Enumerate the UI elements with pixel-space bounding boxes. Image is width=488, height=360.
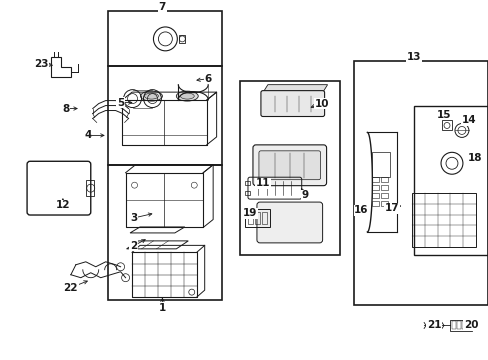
Bar bbox=[371, 177, 379, 182]
Text: 4: 4 bbox=[84, 130, 91, 140]
Text: 14: 14 bbox=[461, 116, 475, 126]
FancyBboxPatch shape bbox=[259, 151, 320, 180]
Text: 21: 21 bbox=[426, 320, 440, 330]
Text: 1: 1 bbox=[159, 302, 166, 312]
Bar bbox=[466, 321, 470, 329]
Bar bbox=[413, 105, 487, 255]
Bar bbox=[441, 121, 451, 130]
Bar bbox=[461, 321, 465, 329]
Bar bbox=[107, 165, 222, 300]
Bar bbox=[244, 191, 249, 195]
Text: 15: 15 bbox=[436, 109, 450, 120]
Bar bbox=[107, 11, 222, 66]
Ellipse shape bbox=[140, 91, 162, 101]
Polygon shape bbox=[126, 241, 188, 249]
Text: 22: 22 bbox=[63, 283, 78, 293]
Bar bbox=[381, 177, 387, 182]
Text: 23: 23 bbox=[34, 59, 48, 69]
Text: 18: 18 bbox=[467, 153, 481, 163]
Bar bbox=[107, 66, 222, 165]
Bar bbox=[411, 193, 475, 247]
Ellipse shape bbox=[144, 93, 158, 99]
Bar bbox=[371, 201, 379, 206]
Bar bbox=[179, 35, 185, 43]
Bar bbox=[427, 323, 435, 328]
Bar bbox=[381, 201, 387, 206]
Bar bbox=[85, 180, 94, 196]
Bar bbox=[240, 81, 339, 255]
Text: 20: 20 bbox=[463, 320, 477, 330]
Bar bbox=[456, 321, 460, 329]
Bar bbox=[354, 61, 487, 305]
Bar bbox=[248, 212, 253, 224]
FancyBboxPatch shape bbox=[256, 202, 322, 243]
Bar bbox=[245, 209, 270, 227]
Text: 10: 10 bbox=[314, 99, 328, 109]
Text: 11: 11 bbox=[255, 178, 269, 188]
FancyBboxPatch shape bbox=[261, 91, 324, 117]
Text: 3: 3 bbox=[130, 213, 137, 223]
Bar bbox=[262, 212, 267, 224]
Polygon shape bbox=[263, 85, 327, 93]
Bar bbox=[449, 320, 471, 332]
Text: 13: 13 bbox=[406, 52, 421, 62]
Text: 12: 12 bbox=[56, 200, 70, 210]
Text: 5: 5 bbox=[117, 98, 124, 108]
Ellipse shape bbox=[180, 93, 194, 99]
Text: 8: 8 bbox=[62, 104, 69, 113]
Text: 7: 7 bbox=[159, 2, 166, 12]
Bar bbox=[381, 185, 387, 190]
FancyBboxPatch shape bbox=[252, 145, 326, 186]
Text: 9: 9 bbox=[301, 190, 307, 200]
Text: 17: 17 bbox=[384, 203, 399, 213]
Bar bbox=[371, 185, 379, 190]
Text: 16: 16 bbox=[353, 205, 368, 215]
Bar bbox=[451, 321, 455, 329]
Polygon shape bbox=[130, 227, 184, 233]
Bar bbox=[244, 181, 249, 185]
Text: 2: 2 bbox=[130, 241, 137, 251]
Bar bbox=[255, 212, 260, 224]
Bar bbox=[381, 193, 387, 198]
Bar bbox=[371, 152, 389, 177]
Text: 19: 19 bbox=[242, 208, 257, 218]
Text: 6: 6 bbox=[204, 74, 211, 84]
Ellipse shape bbox=[176, 91, 198, 101]
Bar bbox=[371, 193, 379, 198]
